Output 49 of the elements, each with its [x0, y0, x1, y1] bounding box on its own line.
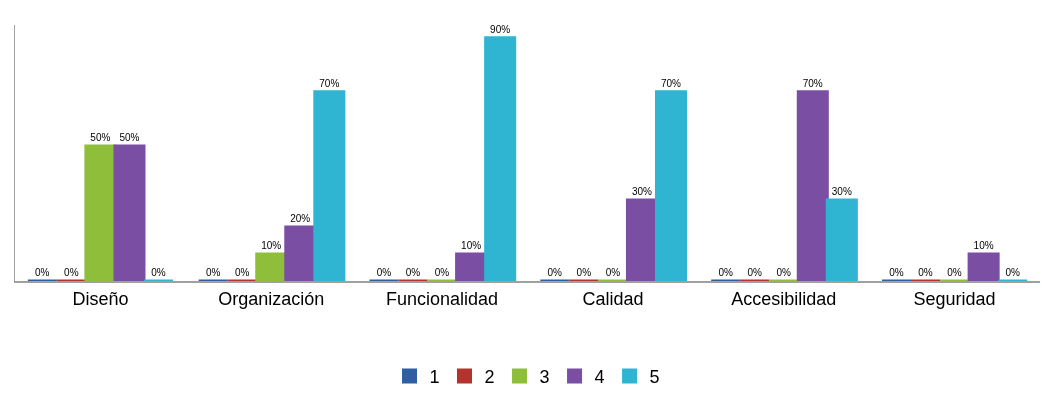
data-label: 70%: [319, 77, 340, 89]
data-label: 0%: [918, 267, 933, 278]
x-tick-label: Seguridad: [913, 288, 996, 309]
legend-label: 2: [484, 367, 495, 388]
data-label: 0%: [718, 267, 733, 278]
data-label: 0%: [776, 267, 792, 278]
data-label: 0%: [747, 267, 762, 278]
data-label: 0%: [605, 267, 621, 278]
data-label: 30%: [631, 185, 653, 197]
bar: [625, 198, 658, 281]
data-label: 10%: [461, 239, 482, 251]
bar: [484, 36, 517, 281]
data-label: 0%: [547, 267, 563, 278]
data-label: 0%: [376, 267, 392, 278]
data-label: 0%: [405, 267, 421, 278]
data-label: 90%: [490, 23, 511, 35]
bar: [967, 252, 1000, 281]
data-label: 0%: [434, 267, 450, 278]
legend-label: 3: [539, 367, 550, 388]
legend-label: 1: [429, 367, 440, 388]
data-label: 0%: [234, 267, 250, 278]
data-label: 50%: [119, 131, 140, 143]
data-label: 10%: [261, 239, 282, 251]
x-tick-label: Calidad: [582, 288, 644, 309]
x-tick-label: Organización: [218, 288, 325, 309]
data-label: 70%: [660, 77, 682, 89]
bar: [825, 198, 858, 281]
bar: [796, 90, 829, 281]
data-label: 0%: [947, 267, 962, 278]
data-label: 0%: [64, 267, 79, 278]
data-label: 0%: [1005, 267, 1020, 278]
bar: [313, 90, 346, 281]
bar: [654, 90, 688, 281]
data-label: 20%: [290, 212, 311, 224]
bar: [113, 144, 146, 281]
data-label: 10%: [973, 239, 994, 251]
data-label: 70%: [802, 77, 823, 89]
data-label: 0%: [35, 267, 50, 278]
data-label: 0%: [576, 267, 592, 278]
legend-label: 4: [594, 367, 605, 388]
data-label: 0%: [889, 267, 904, 278]
data-label: 30%: [831, 185, 852, 197]
data-label: 0%: [151, 267, 166, 278]
x-tick-label: Diseño: [72, 288, 129, 309]
x-tick-label: Accesibilidad: [731, 288, 837, 309]
data-label: 0%: [205, 267, 221, 278]
data-label: 50%: [90, 131, 111, 143]
x-tick-label: Funcionalidad: [386, 288, 499, 309]
legend-label: 5: [649, 367, 660, 388]
